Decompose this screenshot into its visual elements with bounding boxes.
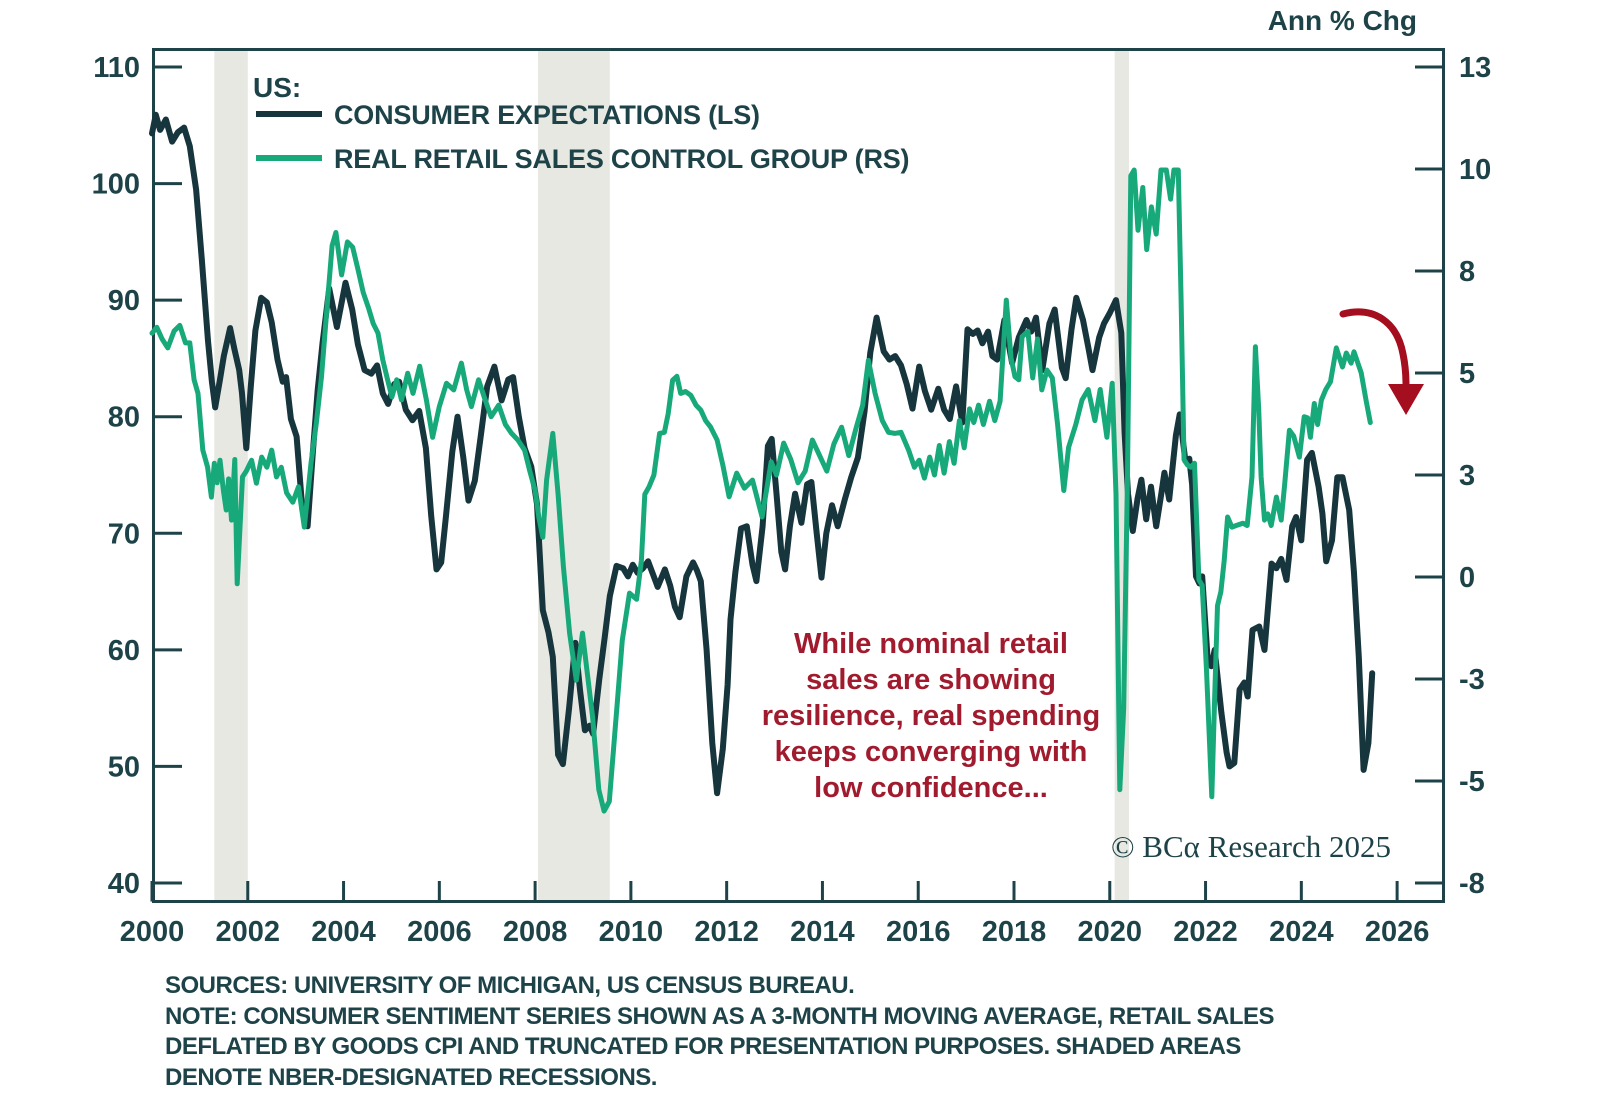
right-tick-label: 8 bbox=[1459, 256, 1475, 288]
legend: US: CONSUMER EXPECTATIONS (LS) REAL RETA… bbox=[253, 72, 910, 174]
source-note-block: SOURCES: UNIVERSITY OF MICHIGAN, US CENS… bbox=[165, 972, 1275, 1091]
source-line: DENOTE NBER-DESIGNATED RECESSIONS. bbox=[165, 1064, 657, 1091]
left-tick-label: 90 bbox=[108, 285, 140, 317]
x-tick-label: 2020 bbox=[1078, 916, 1143, 948]
right-tick-label: -3 bbox=[1459, 664, 1485, 696]
data-series bbox=[149, 111, 1376, 814]
x-tick-label: 2012 bbox=[694, 916, 759, 948]
legend-label-consumer-expectations: CONSUMER EXPECTATIONS (LS) bbox=[334, 100, 760, 130]
right-tick-label: 0 bbox=[1459, 562, 1475, 594]
x-tick-label: 2018 bbox=[982, 916, 1047, 948]
series-line-right bbox=[149, 167, 1373, 814]
x-tick-label: 2022 bbox=[1173, 916, 1238, 948]
source-line: DEFLATED BY GOODS CPI AND TRUNCATED FOR … bbox=[165, 1033, 1241, 1060]
left-tick-label: 110 bbox=[93, 52, 140, 84]
x-tick-label: 2024 bbox=[1269, 916, 1334, 948]
down-arrow-icon bbox=[1339, 308, 1424, 415]
down-arrow-head bbox=[1388, 384, 1424, 415]
left-tick-label: 60 bbox=[108, 635, 140, 667]
annotation-callout: While nominal retail sales are showing r… bbox=[762, 628, 1100, 804]
left-tick-label: 100 bbox=[92, 169, 140, 201]
x-tick-label: 2008 bbox=[503, 916, 568, 948]
recession-bands bbox=[214, 49, 1129, 902]
left-tick-label: 40 bbox=[108, 868, 140, 900]
annotation-line: keeps converging with bbox=[775, 736, 1088, 768]
x-tick-label: 2002 bbox=[216, 916, 281, 948]
series-line-left bbox=[149, 111, 1376, 797]
source-line: SOURCES: UNIVERSITY OF MICHIGAN, US CENS… bbox=[165, 972, 854, 999]
x-tick-label: 2006 bbox=[407, 916, 472, 948]
x-tick-label: 2014 bbox=[790, 916, 855, 948]
legend-label-real-retail-sales: REAL RETAIL SALES CONTROL GROUP (RS) bbox=[334, 144, 909, 174]
x-tick-label: 2010 bbox=[599, 916, 664, 948]
annotation-line: sales are showing bbox=[806, 664, 1056, 696]
annotation-line: While nominal retail bbox=[794, 628, 1068, 660]
axis-tick-labels: 110 100 90 80 70 60 50 40 13 10 8 5 3 0 -3 -5 -8 2000 2002… bbox=[92, 52, 1492, 948]
down-arrow-curve bbox=[1339, 308, 1410, 389]
source-line: NOTE: CONSUMER SENTIMENT SERIES SHOWN AS… bbox=[165, 1003, 1275, 1030]
annotation-line: low confidence... bbox=[814, 772, 1048, 804]
right-tick-label: 3 bbox=[1459, 460, 1475, 492]
annotation-line: resilience, real spending bbox=[762, 700, 1100, 732]
left-tick-label: 50 bbox=[108, 751, 140, 783]
right-tick-label: -8 bbox=[1459, 868, 1485, 900]
x-tick-label: 2000 bbox=[120, 916, 185, 948]
left-tick-label: 80 bbox=[108, 402, 140, 434]
right-axis-units-label: Ann % Chg bbox=[1268, 5, 1417, 36]
legend-title: US: bbox=[253, 72, 301, 103]
x-tick-label: 2016 bbox=[886, 916, 951, 948]
x-tick-label: 2026 bbox=[1365, 916, 1430, 948]
right-tick-label: 13 bbox=[1459, 52, 1491, 84]
axis-ticks bbox=[150, 65, 1444, 902]
left-tick-label: 70 bbox=[108, 518, 140, 550]
bca-research-credit: © BCα Research 2025 bbox=[1111, 829, 1391, 864]
right-tick-label: -5 bbox=[1459, 766, 1485, 798]
right-tick-label: 10 bbox=[1459, 154, 1491, 186]
x-tick-label: 2004 bbox=[311, 916, 376, 948]
right-tick-label: 5 bbox=[1459, 358, 1475, 390]
